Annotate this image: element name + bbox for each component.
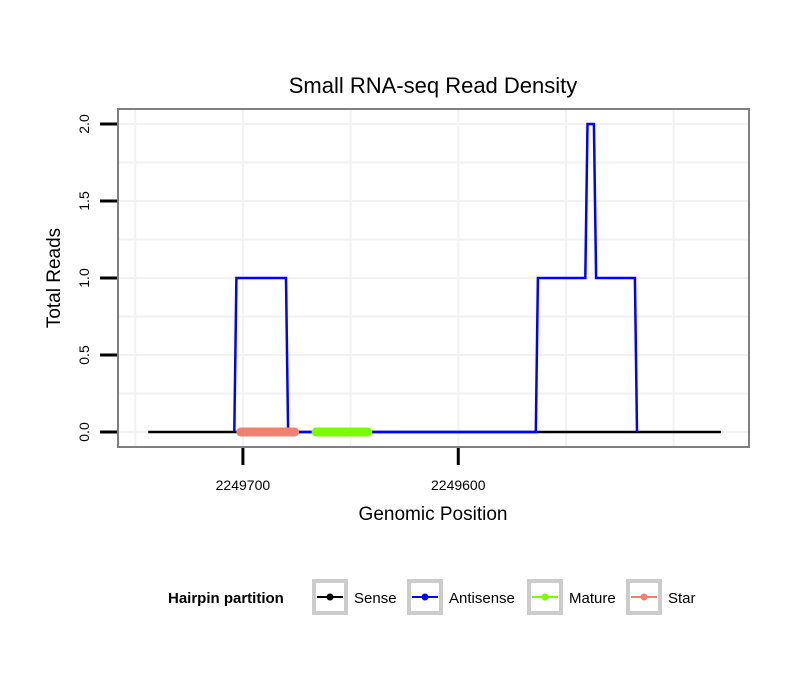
legend-item-star: Star	[626, 579, 696, 615]
y-axis-title: Total Reads	[44, 228, 65, 328]
y-tick-label: 0.5	[76, 345, 92, 365]
legend-key-point	[640, 593, 648, 601]
chart-title: Small RNA-seq Read Density	[289, 73, 578, 98]
legend-key-point	[326, 593, 334, 601]
y-tick-label: 2.0	[76, 114, 92, 134]
plot-panel-border	[117, 108, 750, 448]
y-tick-label: 1.5	[76, 191, 92, 211]
y-tick-label: 0.0	[76, 422, 92, 442]
legend-item-sense: Sense	[312, 579, 397, 615]
legend-key-point	[421, 593, 429, 601]
legend: Hairpin partition Sense Antisense Mature Sta…	[168, 579, 696, 615]
legend-label: Antisense	[449, 590, 515, 607]
series-line-antisense	[233, 122, 639, 434]
legend-item-antisense: Antisense	[407, 579, 515, 615]
x-tick-label: 2249700	[216, 477, 271, 493]
x-tick-label: 2249600	[431, 477, 486, 493]
legend-title: Hairpin partition	[168, 590, 284, 607]
y-tick-label: 1.0	[76, 268, 92, 288]
legend-label: Mature	[569, 590, 616, 607]
legend-label: Star	[668, 590, 696, 607]
axes: 0.0 0.5 1.0 1.5 2.0 2249700 2249600	[76, 114, 486, 493]
series-layer	[148, 122, 721, 437]
grid	[118, 109, 749, 447]
legend-item-mature: Mature	[527, 579, 616, 615]
legend-label: Sense	[354, 590, 397, 607]
x-axis-title: Genomic Position	[359, 504, 508, 525]
legend-key-point	[541, 593, 549, 601]
